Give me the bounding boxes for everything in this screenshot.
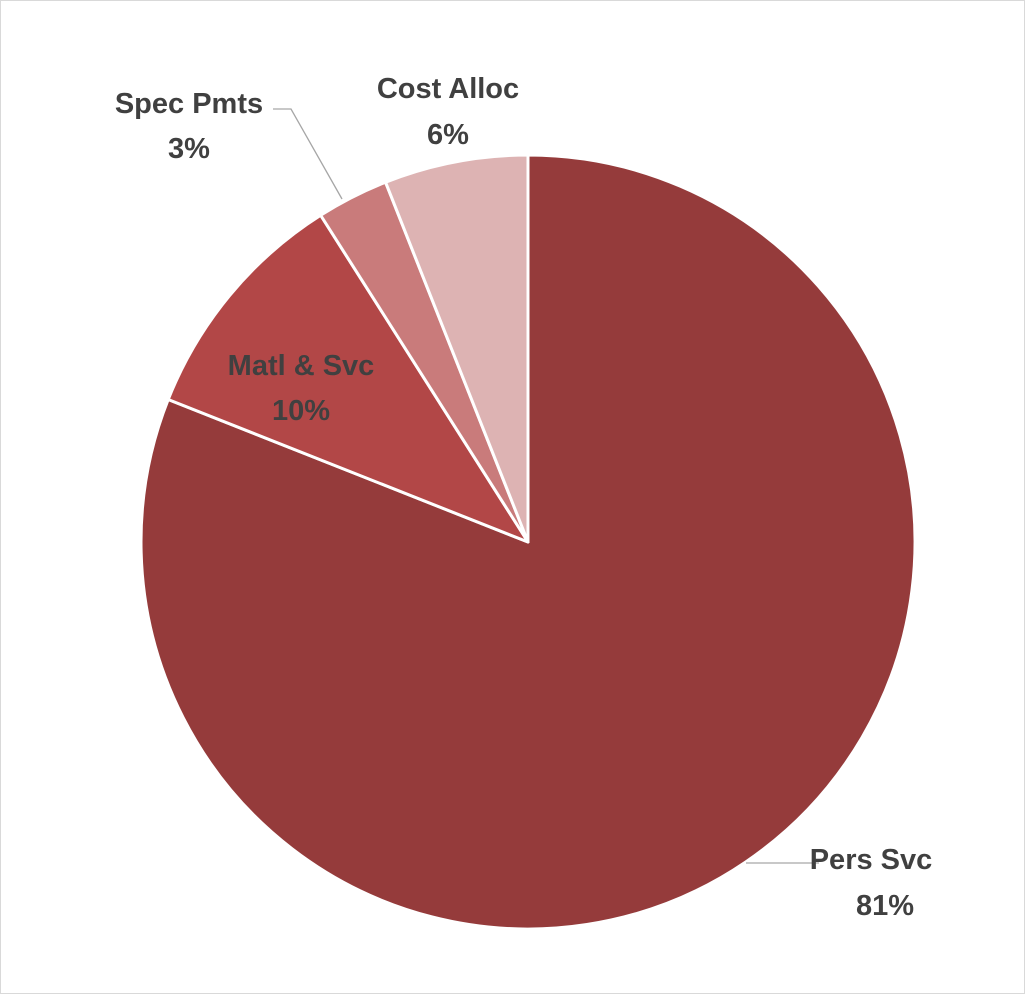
data-label-percent: 3% (168, 133, 210, 165)
data-label-category: Pers Svc (810, 844, 933, 876)
data-label-percent: 81% (856, 890, 914, 922)
data-label: Pers Svc 81% (810, 844, 933, 922)
pie-slice-cost-alloc (384, 153, 530, 544)
pie-slice-matl-svc (166, 213, 530, 544)
data-labels: Pers Svc 81% Matl & Svc 10% Spec Pmts 3% Cost … (115, 73, 932, 922)
data-label: Spec Pmts 3% (115, 88, 263, 165)
data-label-category: Spec Pmts (115, 88, 263, 120)
data-label-category: Cost Alloc (377, 73, 519, 105)
data-label: Cost Alloc 6% (377, 73, 519, 151)
data-label: Matl & Svc 10% (228, 350, 375, 427)
pie-slices (139, 153, 917, 931)
data-label-percent: 10% (272, 395, 330, 427)
leader-line (273, 108, 343, 200)
leader-lines (273, 108, 819, 864)
pie-slice-pers-svc (139, 153, 917, 931)
data-label-percent: 6% (427, 119, 469, 151)
data-label-category: Matl & Svc (228, 350, 375, 382)
